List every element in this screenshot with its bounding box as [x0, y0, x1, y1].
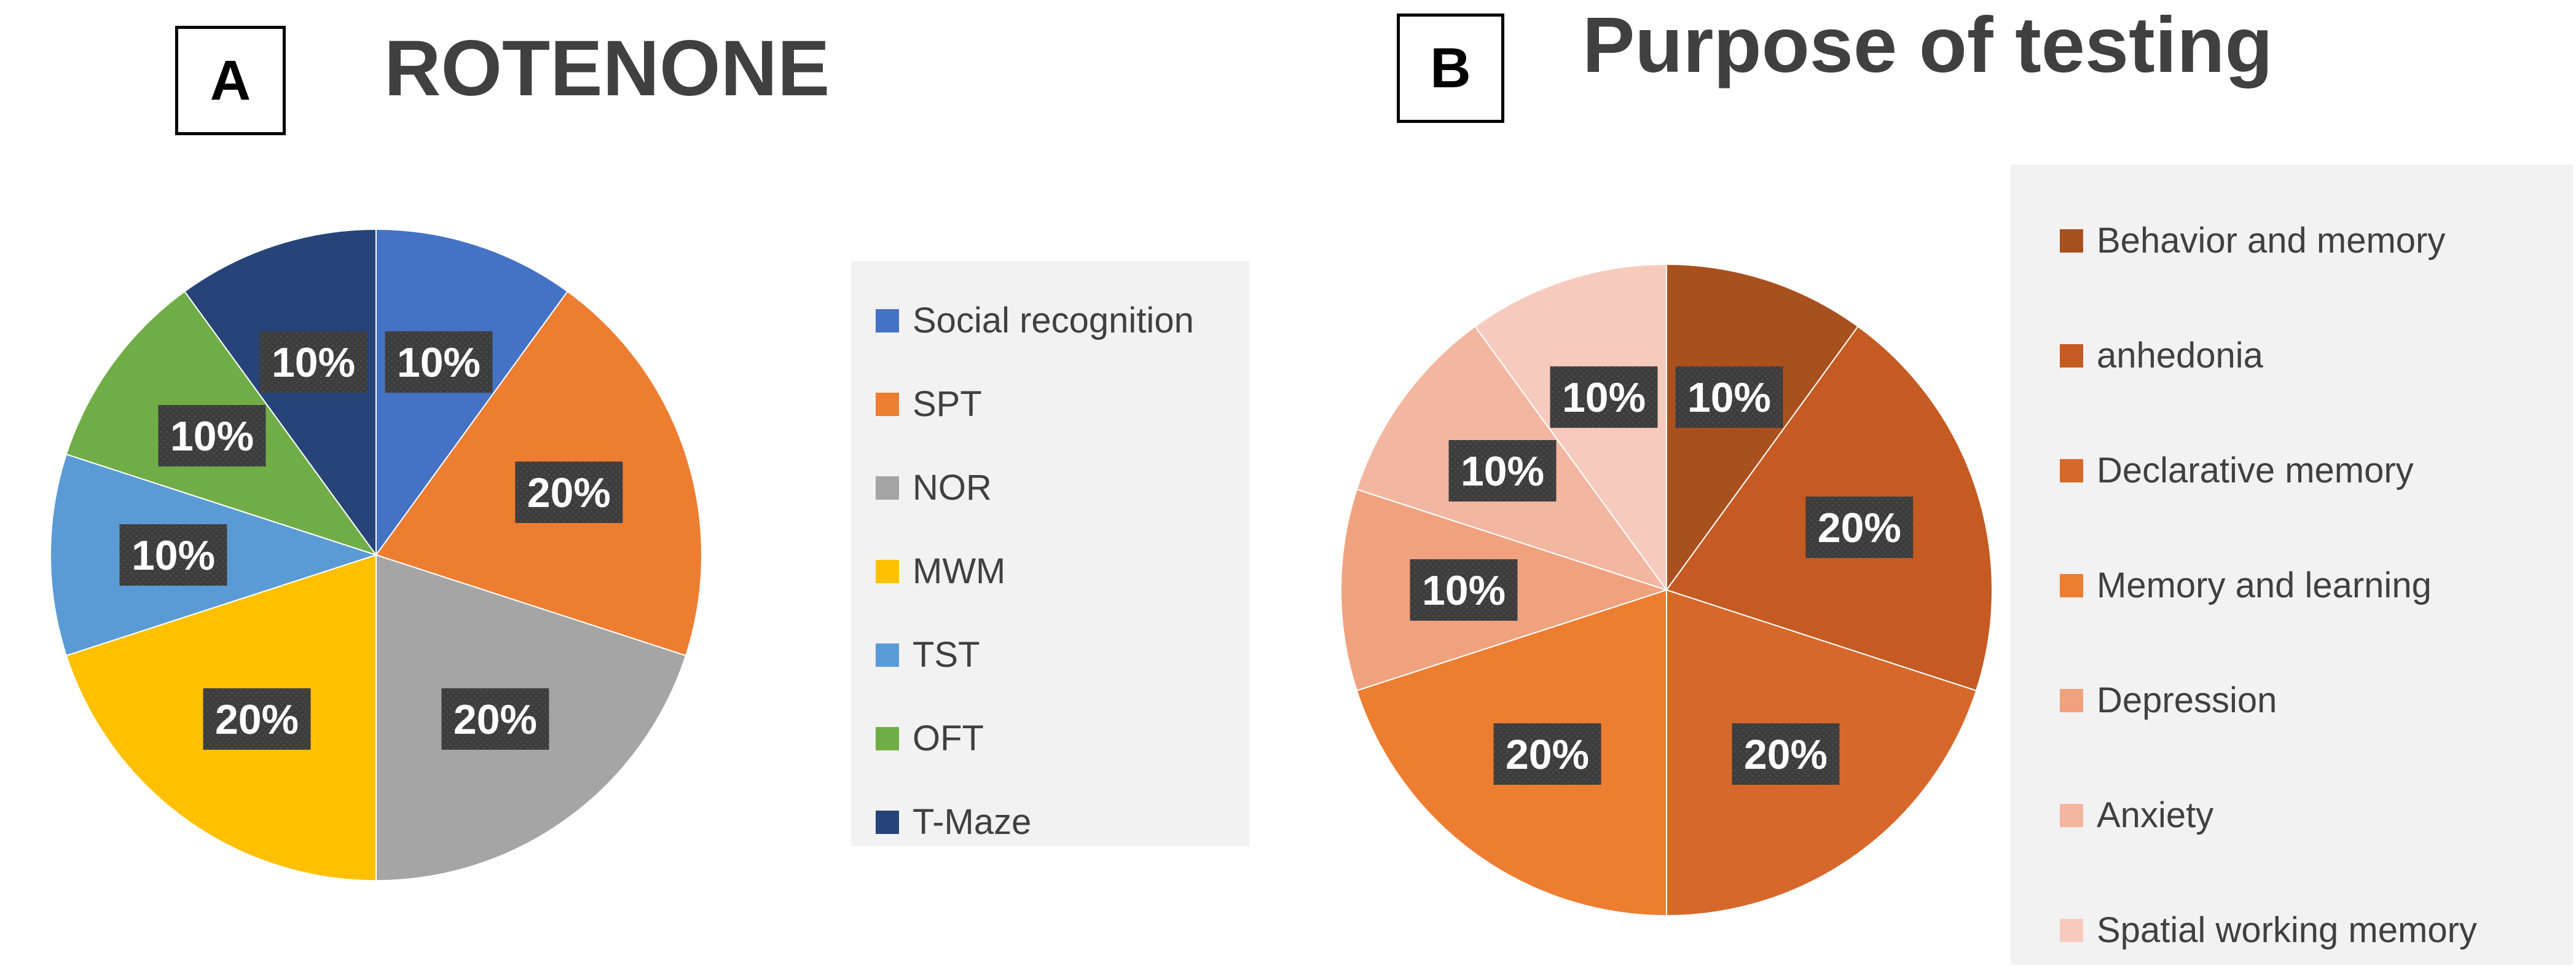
- legend-label-b-5: Depression: [2097, 680, 2277, 720]
- data-label-a-6: 10%: [170, 413, 254, 460]
- data-label-box-a-6: [158, 405, 266, 467]
- data-label-box-a-3: [441, 688, 549, 750]
- legend-item-a-2: SPT: [876, 387, 982, 422]
- legend-swatch-b-3: [2060, 459, 2083, 482]
- legend-b: Behavior and memory anhedonia Declarative …: [2011, 165, 2573, 965]
- pie-a: 10% 20% 20% 20% 10% 10% 10%: [49, 228, 702, 882]
- legend-swatch-b-7: [2060, 919, 2083, 942]
- legend-swatch-b-6: [2060, 804, 2083, 827]
- legend-label-a-4: MWM: [913, 551, 1006, 591]
- data-label-box-b-7: [1550, 366, 1658, 428]
- legend-item-b-1: Behavior and memory: [2060, 223, 2445, 259]
- legend-swatch-a-4: [876, 560, 899, 583]
- legend-swatch-b-1: [2060, 229, 2083, 253]
- legend-label-a-7: T-Maze: [913, 802, 1032, 842]
- legend-label-a-6: OFT: [913, 718, 984, 758]
- data-label-box-b-5: [1410, 559, 1518, 621]
- legend-swatch-a-7: [876, 811, 899, 834]
- legend-label-b-4: Memory and learning: [2097, 565, 2432, 605]
- data-label-box-b-4: [1493, 723, 1601, 785]
- legend-label-b-3: Declarative memory: [2097, 450, 2414, 490]
- legend-item-a-4: MWM: [876, 554, 1005, 589]
- data-label-b-5: 10%: [1422, 567, 1506, 614]
- data-label-box-a-1: [385, 331, 493, 393]
- legend-swatch-b-2: [2060, 344, 2083, 368]
- legend-label-b-7: Spatial working memory: [2097, 910, 2477, 950]
- data-label-box-a-2: [515, 462, 623, 524]
- legend-item-a-3: NOR: [876, 470, 992, 506]
- legend-item-a-5: TST: [876, 637, 980, 673]
- legend-swatch-b-5: [2060, 689, 2083, 712]
- legend-swatch-a-6: [876, 727, 899, 750]
- legend-item-b-6: Anxiety: [2060, 798, 2213, 833]
- data-label-b-3: 20%: [1744, 731, 1828, 778]
- legend-item-a-1: Social recognition: [876, 303, 1194, 339]
- data-label-a-4: 20%: [215, 696, 299, 743]
- legend-swatch-b-4: [2060, 574, 2083, 597]
- data-label-box-a-7: [259, 331, 367, 393]
- legend-swatch-a-1: [876, 309, 899, 332]
- data-label-b-1: 10%: [1687, 374, 1771, 421]
- data-label-b-4: 20%: [1506, 731, 1589, 778]
- legend-item-a-7: T-Maze: [876, 804, 1031, 840]
- legend-a: Social recognition SPT NOR MWM TST OFT T-Maze: [851, 261, 1249, 846]
- legend-label-b-2: anhedonia: [2097, 336, 2263, 375]
- data-label-a-7: 10%: [272, 339, 355, 386]
- legend-item-b-7: Spatial working memory: [2060, 913, 2477, 948]
- legend-item-b-3: Declarative memory: [2060, 453, 2414, 489]
- chart-title-b: Purpose of testing: [1582, 1, 2273, 89]
- legend-label-b-6: Anxiety: [2097, 795, 2214, 835]
- legend-item-b-2: anhedonia: [2060, 338, 2263, 374]
- legend-swatch-a-2: [876, 393, 899, 416]
- legend-label-a-1: Social recognition: [913, 301, 1194, 340]
- data-label-box-a-5: [119, 524, 227, 586]
- data-label-b-2: 20%: [1818, 505, 1901, 551]
- data-label-a-3: 20%: [454, 696, 537, 743]
- pie-b: 10% 20% 20% 20% 10% 10% 10%: [1340, 263, 1993, 917]
- data-label-box-b-1: [1675, 366, 1783, 428]
- chart-title-a: ROTENONE: [384, 25, 830, 112]
- legend-swatch-a-5: [876, 643, 899, 667]
- data-label-box-b-2: [1805, 497, 1914, 559]
- data-label-a-2: 20%: [527, 470, 611, 516]
- legend-item-b-5: Depression: [2060, 683, 2277, 718]
- legend-swatch-a-3: [876, 476, 899, 500]
- data-label-b-6: 10%: [1461, 448, 1544, 495]
- legend-item-a-6: OFT: [876, 721, 984, 757]
- legend-item-b-4: Memory and learning: [2060, 568, 2432, 604]
- data-label-a-1: 10%: [397, 339, 481, 386]
- data-label-box-b-6: [1448, 440, 1557, 502]
- legend-label-a-3: NOR: [913, 468, 992, 508]
- legend-label-b-1: Behavior and memory: [2097, 221, 2446, 261]
- data-label-box-b-3: [1732, 723, 1840, 785]
- legend-label-a-5: TST: [913, 635, 980, 675]
- panel-letter-b: B: [1397, 14, 1504, 123]
- legend-label-a-2: SPT: [913, 384, 982, 424]
- panel-letter-a: A: [175, 26, 286, 135]
- data-label-box-a-4: [203, 688, 311, 750]
- data-label-a-5: 10%: [132, 532, 215, 579]
- data-label-b-7: 10%: [1562, 374, 1646, 421]
